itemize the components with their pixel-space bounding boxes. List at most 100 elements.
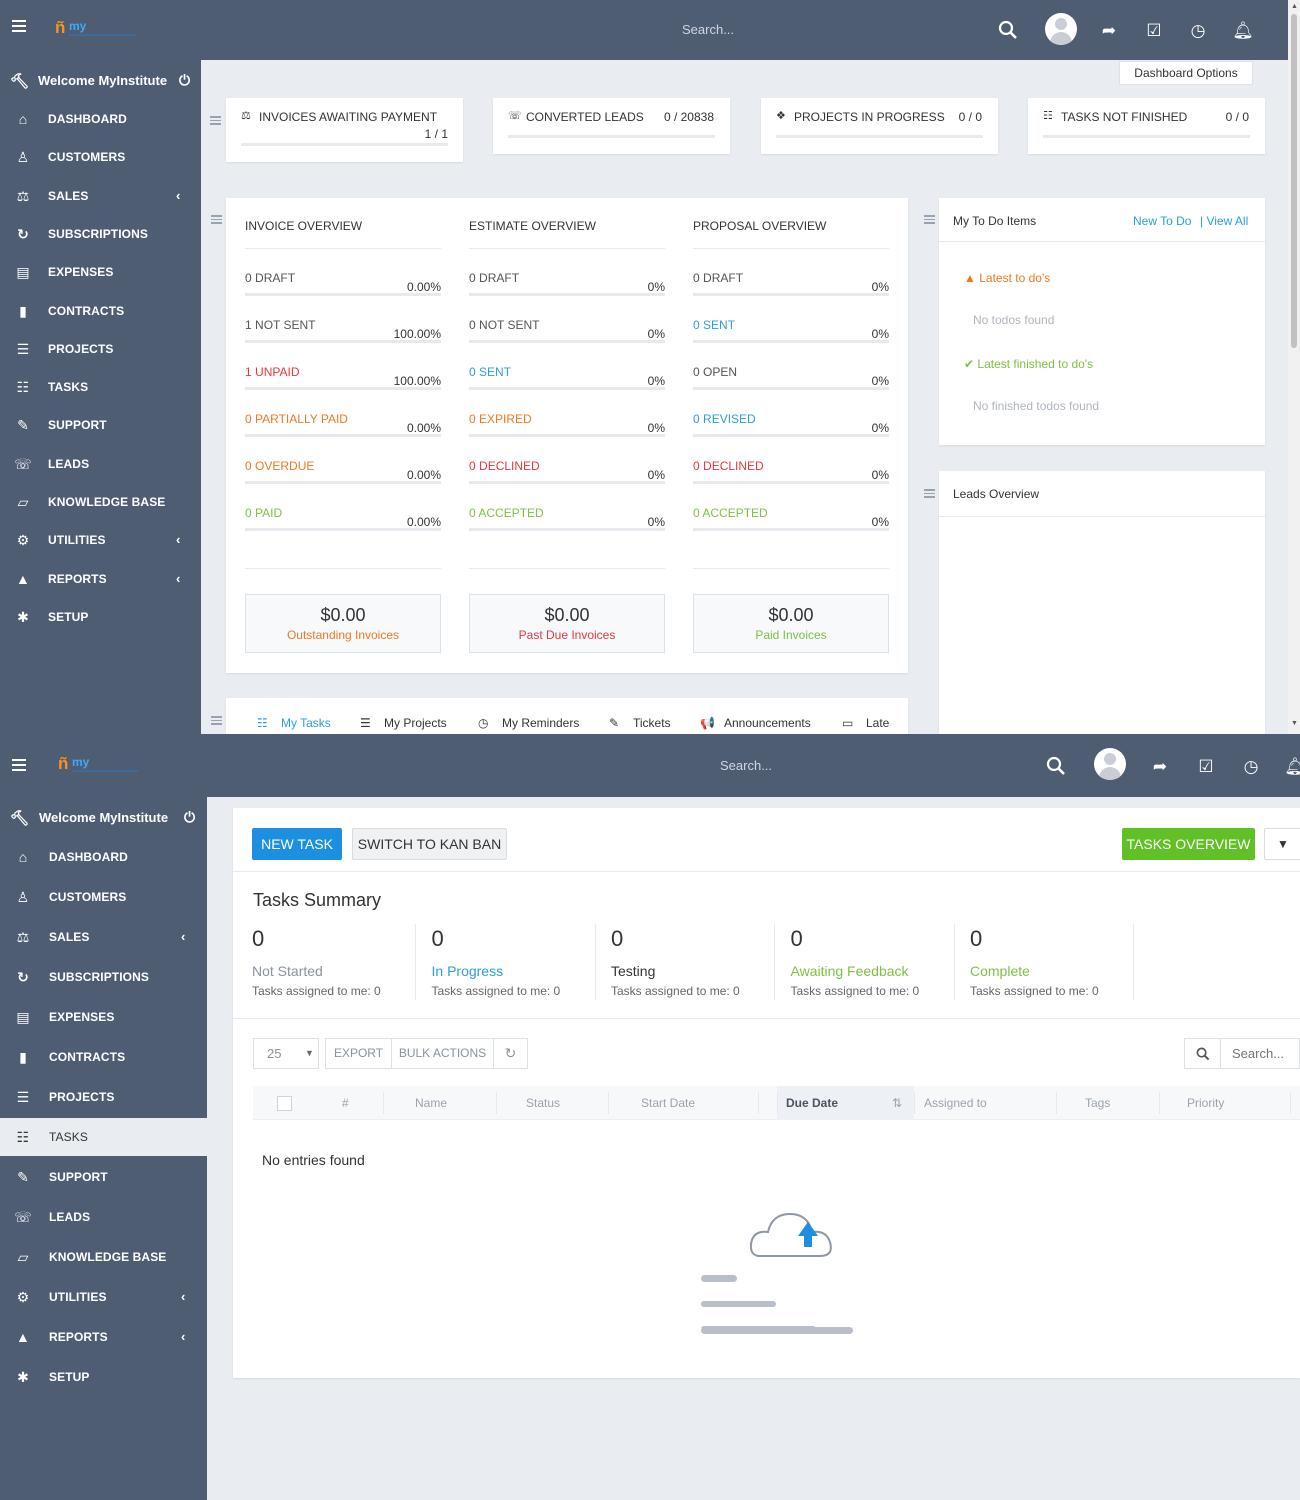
search-icon[interactable] [1045, 756, 1067, 781]
share-icon[interactable]: ➦ [1101, 21, 1117, 40]
column-header-priority[interactable]: Priority [1187, 1096, 1225, 1110]
stat-card-tasks-not-finished[interactable]: ☷ TASKS NOT FINISHED 0 / 0 [1028, 98, 1265, 154]
sidebar-item-dashboard[interactable]: ⌂ DASHBOARD [0, 838, 207, 876]
drag-handle-icon[interactable] [210, 116, 221, 125]
column-header-due-date[interactable]: Due Date [786, 1096, 839, 1110]
page-scrollbar[interactable]: ▲ ▼ [1288, 0, 1300, 734]
avatar[interactable] [1094, 748, 1126, 780]
sidebar-item-tasks[interactable]: ☷ TASKS [0, 368, 201, 406]
sidebar-item-contracts[interactable]: ▮ CONTRACTS [0, 292, 201, 330]
bell-icon[interactable]: 🔔︎ [1284, 757, 1300, 776]
switch-kanban-button[interactable]: SWITCH TO KAN BAN [352, 828, 507, 860]
table-search-input[interactable] [1220, 1038, 1300, 1069]
header-search-input[interactable]: Search... [682, 22, 735, 37]
sidebar-item-sales[interactable]: ⚖ SALES ‹ [0, 918, 207, 956]
sidebar-item-knowledge-base[interactable]: ▱ KNOWLEDGE BASE [0, 1238, 207, 1276]
new-todo-link[interactable]: New To Do [1133, 214, 1192, 228]
cog-icon: ✱ [17, 1369, 29, 1385]
tab-late[interactable]: ▭ Late [842, 716, 889, 730]
column-header-assigned-to[interactable]: Assigned to [924, 1096, 987, 1110]
search-icon[interactable] [997, 20, 1019, 45]
avatar[interactable] [1045, 13, 1077, 45]
column-header-name[interactable]: Name [415, 1096, 448, 1110]
sidebar-item-reports[interactable]: ▲ REPORTS ‹ [0, 1318, 207, 1356]
sidebar-item-expenses[interactable]: ▤ EXPENSES [0, 253, 201, 291]
drag-handle-icon[interactable] [924, 489, 935, 498]
select-all-checkbox[interactable] [277, 1096, 292, 1111]
sidebar-item-utilities[interactable]: ⚙ UTILITIES ‹ [0, 1278, 207, 1316]
sidebar-item-leads[interactable]: ☏ LEADS [0, 1198, 207, 1236]
column-header-id[interactable]: # [342, 1096, 349, 1110]
sidebar-item-setup[interactable]: ✱ SETUP [0, 1358, 207, 1396]
sidebar-item-projects[interactable]: ☰ PROJECTS [0, 330, 201, 368]
scroll-up-icon[interactable]: ▲ [1291, 3, 1298, 10]
checkbox-icon[interactable]: ☑ [1198, 757, 1214, 776]
sidebar-item-subscriptions[interactable]: ↻ SUBSCRIPTIONS [0, 215, 201, 253]
filter-icon[interactable]: ▼ [1264, 828, 1300, 860]
scroll-down-icon[interactable]: ▼ [1291, 720, 1298, 727]
new-task-button[interactable]: NEW TASK [252, 828, 342, 860]
bulk-actions-button[interactable]: BULK ACTIONS [391, 1038, 494, 1069]
search-icon[interactable] [1184, 1038, 1221, 1069]
summary-label: Not Started [252, 963, 323, 979]
stat-card-converted-leads[interactable]: ☏ CONVERTED LEADS 0 / 20838 [493, 98, 730, 154]
sidebar-item-contracts[interactable]: ▮ CONTRACTS [0, 1038, 207, 1076]
paid-invoices-total[interactable]: $0.00 Paid Invoices [693, 594, 889, 653]
dashboard-options-button[interactable]: Dashboard Options [1119, 61, 1253, 85]
checkbox-icon[interactable]: ☑ [1146, 21, 1162, 40]
sidebar-item-projects[interactable]: ☰ PROJECTS [0, 1078, 207, 1116]
menu-toggle-icon[interactable] [12, 20, 26, 32]
sidebar-item-support[interactable]: ✎ SUPPORT [0, 1158, 207, 1196]
sort-icon[interactable]: ⇅ [892, 1096, 903, 1110]
stat-card-invoices-awaiting-payment[interactable]: ⚖ INVOICES AWAITING PAYMENT 1 / 1 [226, 98, 463, 162]
tab-my-reminders[interactable]: ◷ My Reminders [478, 716, 579, 730]
sidebar-item-support[interactable]: ✎ SUPPORT [0, 406, 201, 444]
column-header-start-date[interactable]: Start Date [641, 1096, 696, 1110]
sidebar-item-subscriptions[interactable]: ↻ SUBSCRIPTIONS [0, 958, 207, 996]
past-due-invoices-total[interactable]: $0.00 Past Due Invoices [469, 594, 665, 653]
summary-in-progress: 0 In Progress Tasks assigned to me: 0 [432, 924, 611, 1000]
total-value: $0.00 [320, 605, 366, 625]
chevron-down-icon: ▼ [305, 1048, 314, 1058]
clock-icon[interactable]: ◷ [1190, 21, 1206, 40]
bell-icon[interactable]: 🔔︎ [1232, 21, 1254, 40]
scrollbar-thumb[interactable] [1291, 14, 1297, 348]
reload-icon[interactable]: ↻ [493, 1038, 528, 1069]
drag-handle-icon[interactable] [211, 215, 222, 224]
sidebar-item-utilities[interactable]: ⚙ UTILITIES ‹ [0, 521, 201, 559]
view-all-link[interactable]: | View All [1200, 214, 1249, 228]
sidebar-item-knowledge-base[interactable]: ▱ KNOWLEDGE BASE [0, 483, 201, 521]
export-button[interactable]: EXPORT [325, 1038, 392, 1069]
power-icon[interactable]: ⏻ [184, 809, 196, 825]
share-icon[interactable]: ➦ [1152, 757, 1168, 776]
overview-progress-track [245, 387, 441, 390]
tab-tickets[interactable]: ✎ Tickets [609, 716, 671, 730]
tab-my-projects[interactable]: ☰ My Projects [360, 716, 447, 730]
stat-card-projects-in-progress[interactable]: ❖ PROJECTS IN PROGRESS 0 / 0 [761, 98, 998, 154]
sidebar-item-customers[interactable]: ♙ CUSTOMERS [0, 878, 207, 916]
logo[interactable]: ñ my [58, 752, 140, 778]
drag-handle-icon[interactable] [211, 716, 222, 725]
tab-my-tasks[interactable]: ☷ My Tasks [257, 716, 331, 730]
sidebar-item-reports[interactable]: ▲ REPORTS ‹ [0, 560, 201, 598]
sidebar-item-expenses[interactable]: ▤ EXPENSES [0, 998, 207, 1036]
menu-toggle-icon[interactable] [12, 759, 26, 771]
outstanding-invoices-total[interactable]: $0.00 Outstanding Invoices [245, 594, 441, 653]
sidebar-item-customers[interactable]: ♙ CUSTOMERS [0, 138, 201, 176]
summary-count: 0 [611, 926, 624, 951]
sidebar-item-setup[interactable]: ✱ SETUP [0, 598, 201, 636]
logo[interactable]: ñ my [55, 16, 137, 42]
drag-handle-icon[interactable] [924, 215, 935, 224]
header-search-input[interactable]: Search... [720, 758, 773, 773]
tasks-overview-button[interactable]: TASKS OVERVIEW [1122, 828, 1255, 860]
page-length-select[interactable]: 25 ▼ [253, 1038, 319, 1069]
tab-announcements[interactable]: 📢 Announcements [700, 716, 811, 730]
column-header-tags[interactable]: Tags [1085, 1096, 1111, 1110]
sidebar-item-dashboard[interactable]: ⌂ DASHBOARD [0, 100, 201, 138]
sidebar-item-leads[interactable]: ☏ LEADS [0, 445, 201, 483]
column-header-status[interactable]: Status [526, 1096, 561, 1110]
clock-icon[interactable]: ◷ [1243, 757, 1259, 776]
sidebar-item-sales[interactable]: ⚖ SALES ‹ [0, 177, 201, 215]
sidebar-item-tasks[interactable]: ☷ TASKS [0, 1118, 207, 1156]
power-icon[interactable]: ⏻ [179, 72, 191, 88]
